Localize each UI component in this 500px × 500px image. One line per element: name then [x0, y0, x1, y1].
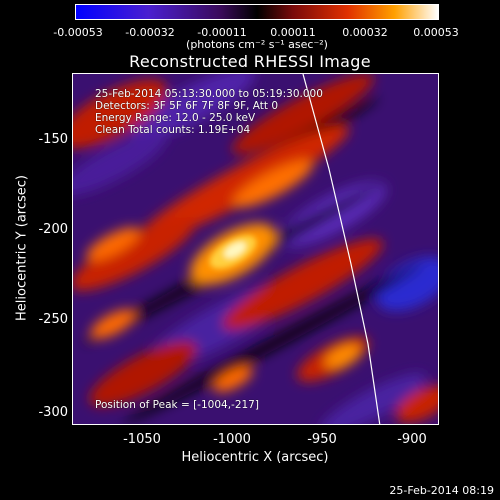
y-tick-label: -200 — [38, 222, 68, 237]
footer-timestamp: 25-Feb-2014 08:19 — [389, 484, 494, 497]
plot-title: Reconstructed RHESSI Image — [129, 52, 371, 71]
y-tick-label: -250 — [38, 312, 68, 327]
x-axis-label: Heliocentric X (arcsec) — [181, 450, 329, 465]
colorbar-unit-label: (photons cm⁻² s⁻¹ asec⁻²) — [186, 38, 328, 51]
annotation-method: Clean Total counts: 1.19E+04 — [95, 124, 251, 136]
x-tick-label: -950 — [307, 432, 337, 447]
x-tick-label: -900 — [397, 432, 427, 447]
rhessi-image: 25-Feb-2014 05:13:30.000 to 05:19:30.000… — [72, 73, 439, 425]
y-axis-label: Heliocentric Y (arcsec) — [14, 175, 30, 321]
colorbar-tick: 0.00011 — [270, 26, 316, 39]
annotation-peak-position: Position of Peak = [-1004,-217] — [95, 399, 259, 411]
x-tick-label: -1050 — [123, 432, 161, 447]
annotation-energy-range: Energy Range: 12.0 - 25.0 keV — [95, 112, 256, 124]
colorbar-tick: 0.00032 — [342, 26, 388, 39]
x-tick-label: -1000 — [213, 432, 251, 447]
colorbar-tick: 0.00053 — [413, 26, 459, 39]
colorbar-tick: -0.00011 — [197, 26, 247, 39]
y-tick-label: -150 — [38, 132, 68, 147]
annotation-time-range: 25-Feb-2014 05:13:30.000 to 05:19:30.000 — [95, 88, 323, 100]
colorbar-tick: -0.00053 — [53, 26, 103, 39]
colorbar — [75, 4, 439, 20]
annotation-detectors: Detectors: 3F 5F 6F 7F 8F 9F, Att 0 — [95, 100, 279, 112]
colorbar-tick: -0.00032 — [125, 26, 175, 39]
y-tick-label: -300 — [38, 405, 68, 420]
